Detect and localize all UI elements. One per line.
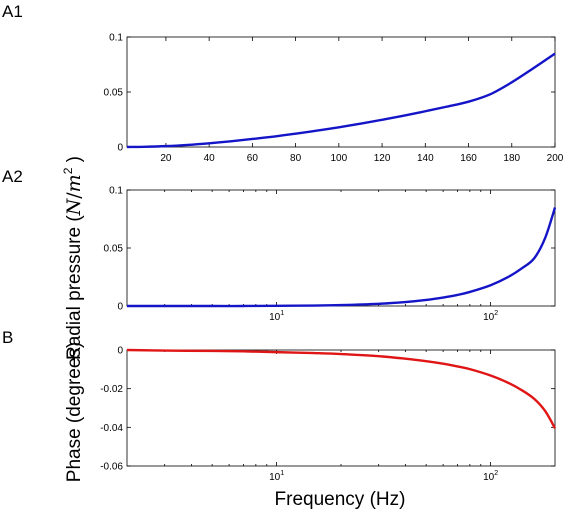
ticks-a1: 0 0.05 0.1 20 40 60 80 100 120 140 160 180 200 — [104, 33, 564, 165]
y-tick-label: 0.05 — [104, 244, 124, 255]
x-tick-label: 100 — [330, 153, 347, 164]
y-tick-label: -0.04 — [100, 423, 123, 434]
x-tick-label: 40 — [204, 153, 216, 164]
plot-frame-a2 — [126, 189, 556, 307]
x-tick-label: 102 — [483, 310, 498, 323]
y-tick-label: 0.1 — [109, 33, 123, 44]
x-tick-label: 101 — [269, 470, 284, 483]
ticks-a2: 0 0.05 0.1 101 102 — [104, 186, 555, 323]
x-tick-label: 101 — [269, 310, 284, 323]
y-tick-label: 0 — [117, 302, 123, 313]
x-tick-label: 20 — [160, 153, 172, 164]
series-line-b — [126, 348, 557, 429]
x-tick-label: 102 — [483, 470, 498, 483]
y-tick-label: 0 — [117, 346, 123, 357]
x-tick-label: 80 — [290, 153, 302, 164]
y-tick-label: 0.05 — [104, 88, 124, 99]
series-line-a2 — [127, 207, 557, 308]
plot-frame-b — [126, 349, 556, 467]
series-line-a1 — [126, 52, 556, 149]
x-tick-label: 60 — [247, 153, 259, 164]
panel-a1: A1 0 0.05 0.1 20 40 60 80 100 120 140 160 180 200 — [2, 2, 564, 164]
x-tick-label: 140 — [417, 153, 434, 164]
y-tick-label: 0.1 — [109, 186, 123, 197]
x-tick-label: 120 — [374, 153, 391, 164]
panel-label-a2: A2 — [2, 167, 23, 186]
x-axis-title: Frequency (Hz) — [275, 489, 406, 510]
panel-label-b: B — [2, 328, 13, 347]
panel-a2: A2 0 0.05 0.1 101 102 — [2, 167, 557, 323]
y-tick-label: -0.06 — [100, 462, 123, 473]
panel-b: B 0 -0.02 -0.04 -0.06 101 102 — [2, 328, 557, 483]
plot-frame-a1 — [126, 36, 556, 148]
x-tick-label: 160 — [460, 153, 477, 164]
ticks-b: 0 -0.02 -0.04 -0.06 101 102 — [100, 346, 555, 483]
panel-label-a1: A1 — [2, 2, 23, 21]
y-tick-label: 0 — [117, 143, 123, 154]
x-tick-label: 200 — [547, 153, 564, 164]
y-tick-label: -0.02 — [100, 384, 123, 395]
y-axis-title-pressure: Radial pressure (N/m2 ) — [61, 156, 85, 360]
y-axis-title-phase: Phase (degrees) — [64, 342, 85, 482]
x-tick-label: 180 — [503, 153, 520, 164]
